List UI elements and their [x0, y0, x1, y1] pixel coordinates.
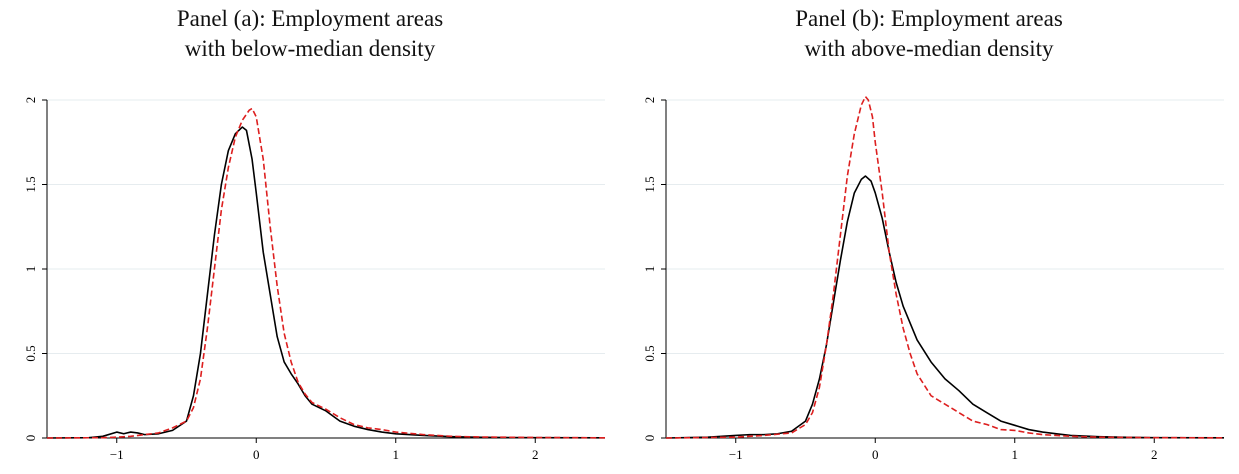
- y-tick-label: 1.5: [23, 176, 38, 192]
- series-line-solid: [46, 126, 606, 439]
- y-tick-label: 0.5: [23, 345, 38, 361]
- y-tick-label: 2: [642, 97, 657, 104]
- x-tick-label: 0: [872, 447, 879, 462]
- x-tick-label: 1: [1012, 447, 1019, 462]
- panel-b: Panel (b): Employment areas with above-m…: [619, 0, 1239, 474]
- panel-a: Panel (a): Employment areas with below-m…: [23, 6, 606, 462]
- x-tick-label: 0: [253, 447, 260, 462]
- y-tick-label: 2: [23, 97, 38, 104]
- panel-b-subtitle: with above-median density: [804, 36, 1054, 61]
- x-tick-label: −1: [110, 447, 124, 462]
- panel-b-plot: 0 0.5 1 1.5 2 −1 0 1 2: [642, 95, 1225, 462]
- y-tick-label: 0: [23, 435, 38, 442]
- y-tick-label: 1: [642, 266, 657, 273]
- x-tick-label: 1: [393, 447, 400, 462]
- x-tick-label: 2: [532, 447, 539, 462]
- x-tick-label: −1: [729, 447, 743, 462]
- series-line-solid: [665, 175, 1225, 439]
- x-tick-label: 2: [1151, 447, 1158, 462]
- series-line-dashed: [46, 107, 606, 439]
- y-tick-label: 0: [642, 435, 657, 442]
- y-tick-label: 0.5: [642, 345, 657, 361]
- panel-b-title: Panel (b): Employment areas: [795, 6, 1063, 31]
- y-tick-label: 1.5: [642, 176, 657, 192]
- panel-a-plot: 0 0.5 1 1.5 2 −1 0 1 2: [23, 97, 606, 462]
- panel-a-title: Panel (a): Employment areas: [176, 6, 444, 31]
- panel-a-subtitle: with below-median density: [184, 36, 436, 61]
- series-line-dashed: [665, 95, 1225, 439]
- y-tick-label: 1: [23, 266, 38, 273]
